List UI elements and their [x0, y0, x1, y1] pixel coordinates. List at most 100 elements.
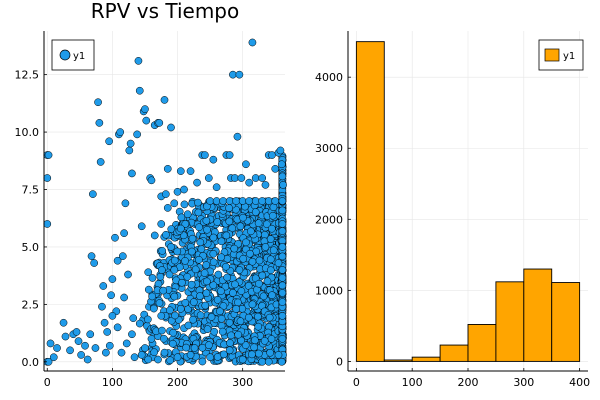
scatter-point — [144, 285, 153, 294]
scatter-point — [44, 151, 53, 159]
y-tick-label: 2.5 — [22, 298, 40, 311]
histogram-bar — [467, 324, 497, 362]
scatter-point — [43, 174, 52, 182]
scatter-point — [170, 292, 179, 301]
scatter-point — [251, 336, 259, 345]
scatter-point — [217, 287, 225, 295]
scatter-point — [126, 139, 135, 148]
legend-swatch-icon — [544, 48, 560, 62]
legend-marker-icon — [59, 49, 71, 61]
scatter-point — [268, 151, 276, 159]
scatter-point — [201, 301, 210, 310]
scatter-point — [135, 86, 144, 95]
scatter-point — [144, 355, 153, 364]
scatter-point — [72, 328, 81, 336]
scatter-point — [170, 199, 179, 208]
scatter-point — [184, 321, 193, 330]
scatter-point — [99, 282, 108, 290]
scatter-point — [53, 344, 61, 352]
scatter-point — [246, 227, 255, 236]
scatter-point — [237, 287, 246, 295]
scatter-point — [242, 238, 250, 247]
scatter-point — [124, 270, 132, 279]
scatter-point — [183, 272, 192, 281]
scatter-point — [142, 116, 151, 125]
scatter-point — [209, 155, 218, 164]
histogram-bar — [355, 41, 385, 362]
scatter-point — [100, 318, 109, 327]
scatter-point — [90, 259, 99, 267]
scatter-point — [187, 280, 196, 289]
scatter-point — [236, 317, 245, 325]
scatter-point — [108, 312, 117, 320]
scatter-point — [180, 185, 188, 194]
scatter-point — [235, 70, 244, 79]
scatter-point — [225, 318, 234, 327]
scatter-point — [225, 217, 234, 226]
scatter-point — [278, 281, 287, 290]
histogram-legend: y1 — [538, 39, 584, 71]
y-tick-label: 1000 — [315, 284, 343, 297]
scatter-point — [102, 348, 110, 357]
scatter-point — [200, 269, 209, 277]
scatter-point — [268, 291, 276, 300]
scatter-point — [230, 174, 239, 182]
scatter-point — [248, 300, 257, 309]
scatter-point — [154, 355, 162, 364]
scatter-point — [107, 291, 115, 300]
scatter-point — [266, 255, 275, 264]
histogram-bar — [383, 359, 413, 362]
scatter-point — [260, 336, 269, 345]
scatter-point — [168, 339, 177, 348]
scatter-point — [120, 293, 128, 302]
scatter-point — [130, 353, 139, 362]
scatter-point — [167, 123, 175, 132]
scatter-point — [203, 325, 212, 333]
y-tick-label: 12.5 — [15, 69, 40, 82]
scatter-point — [148, 274, 157, 282]
y-tick-label: 0.0 — [22, 356, 40, 369]
scatter-point — [96, 158, 105, 166]
scatter-point — [181, 298, 190, 307]
scatter-point — [89, 190, 97, 198]
scatter-point — [274, 259, 283, 267]
scatter-point — [170, 266, 179, 274]
y-tick-label: 3000 — [315, 142, 343, 155]
scatter-point — [176, 224, 185, 233]
scatter-point — [234, 298, 242, 307]
scatter-point — [225, 346, 234, 355]
scatter-point — [229, 70, 237, 79]
scatter-point — [245, 197, 254, 205]
scatter-point — [163, 164, 172, 173]
scatter-point — [254, 322, 263, 331]
scatter-point — [210, 327, 219, 336]
scatter-point — [209, 249, 218, 258]
scatter-point — [205, 341, 213, 350]
scatter-point — [148, 292, 157, 301]
scatter-point — [238, 355, 247, 364]
scatter-point — [113, 256, 122, 265]
x-tick-label: 100 — [402, 376, 423, 389]
scatter-point — [251, 208, 260, 216]
scatter-point — [198, 357, 207, 366]
scatter-point — [165, 270, 174, 279]
scatter-point — [83, 355, 92, 364]
histogram-bar — [523, 268, 553, 362]
scatter-point — [248, 350, 256, 359]
scatter-point — [167, 243, 175, 251]
scatter-point — [219, 350, 228, 359]
scatter-point — [160, 96, 169, 104]
scatter-point — [129, 314, 138, 323]
scatter-point — [91, 344, 100, 352]
scatter-point — [158, 247, 167, 255]
scatter-point — [202, 216, 211, 225]
scatter-point — [216, 307, 224, 316]
scatter-point — [219, 302, 228, 310]
scatter-point — [266, 235, 275, 243]
histogram-axes — [347, 31, 588, 372]
scatter-point — [263, 277, 272, 286]
scatter-point — [186, 167, 195, 175]
scatter-point — [218, 327, 227, 336]
